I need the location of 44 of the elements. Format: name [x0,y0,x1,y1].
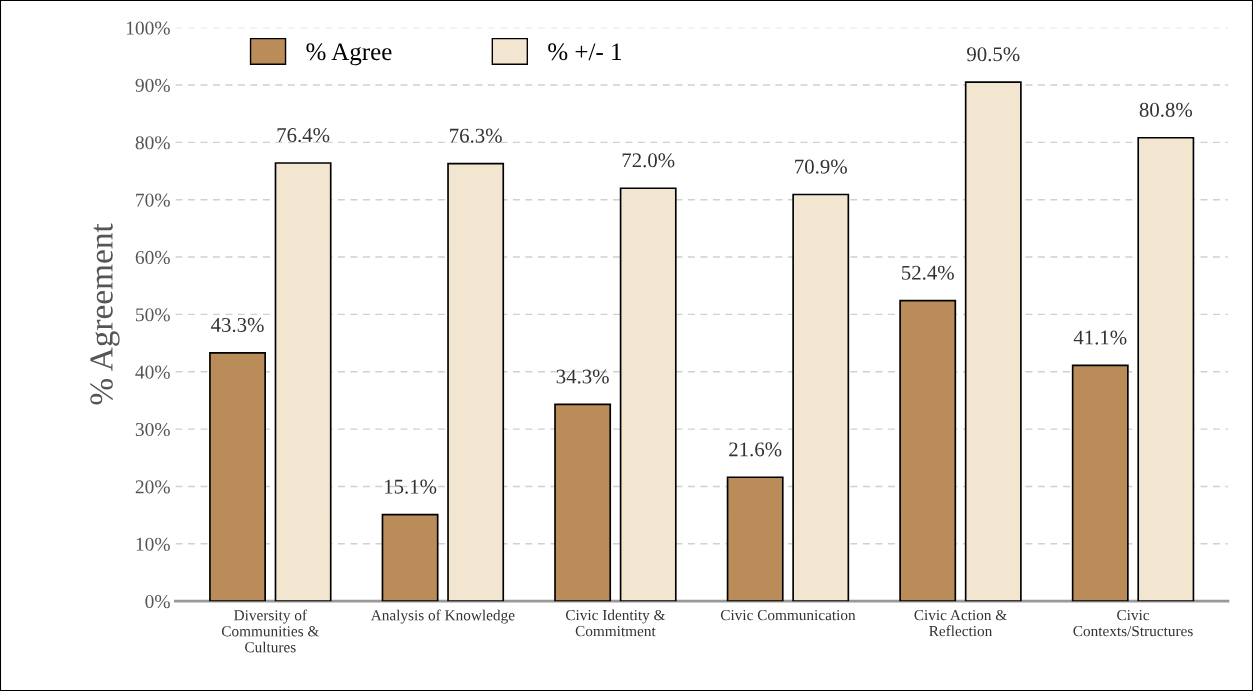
y-tick-label: 90% [135,78,170,92]
y-tick-label: 30% [135,422,170,437]
y-tick-label: 0% [145,594,170,609]
data-label: 41.1% [1073,330,1127,345]
x-tick-label: Civic Identity & Commitment [565,609,666,637]
bar [619,187,677,602]
data-label: 34.3% [556,369,609,384]
y-axis-title: % Agreement [90,223,120,405]
x-tick-label: Diversity of Communities & Cultures [221,609,320,653]
bar [1137,136,1195,602]
data-label: 21.6% [729,442,782,457]
data-label: 90.5% [967,47,1020,62]
y-tick-label: 10% [136,537,170,551]
x-tick-label: Civic Contexts/Structures [1073,609,1193,637]
y-tick-label: 100% [126,21,170,35]
bar [381,513,439,602]
y-tick-label: 20% [135,480,170,494]
data-label: 76.3% [450,128,502,143]
y-tick-label: 40% [135,365,170,379]
x-tick-label: Civic Communication [720,609,856,621]
legend-label: % +/- 1 [548,43,622,61]
bar [726,476,784,602]
data-label: 80.8% [1139,102,1193,117]
bar [447,162,505,602]
bar [964,81,1022,602]
bar [554,403,612,602]
y-tick-label: 80% [135,136,170,150]
x-tick-label: Analysis of Knowledge [370,609,515,624]
data-label: 43.3% [211,317,264,333]
data-label: 70.9% [795,159,847,174]
bar [1071,364,1129,602]
data-label: 15.1% [385,479,437,494]
data-label: 52.4% [902,265,954,280]
y-tick-label: 50% [136,308,170,322]
data-label: 72.0% [622,153,675,168]
bar [899,299,957,602]
legend-label: % Agree [306,43,392,66]
bar [209,351,266,602]
data-label: 76.4% [277,128,330,143]
y-tick-label: 60% [135,250,170,265]
x-tick-label: Civic Action & Reflection [914,609,1007,637]
bar [792,193,850,602]
bar [274,162,332,602]
y-tick-label: 70% [136,193,170,207]
